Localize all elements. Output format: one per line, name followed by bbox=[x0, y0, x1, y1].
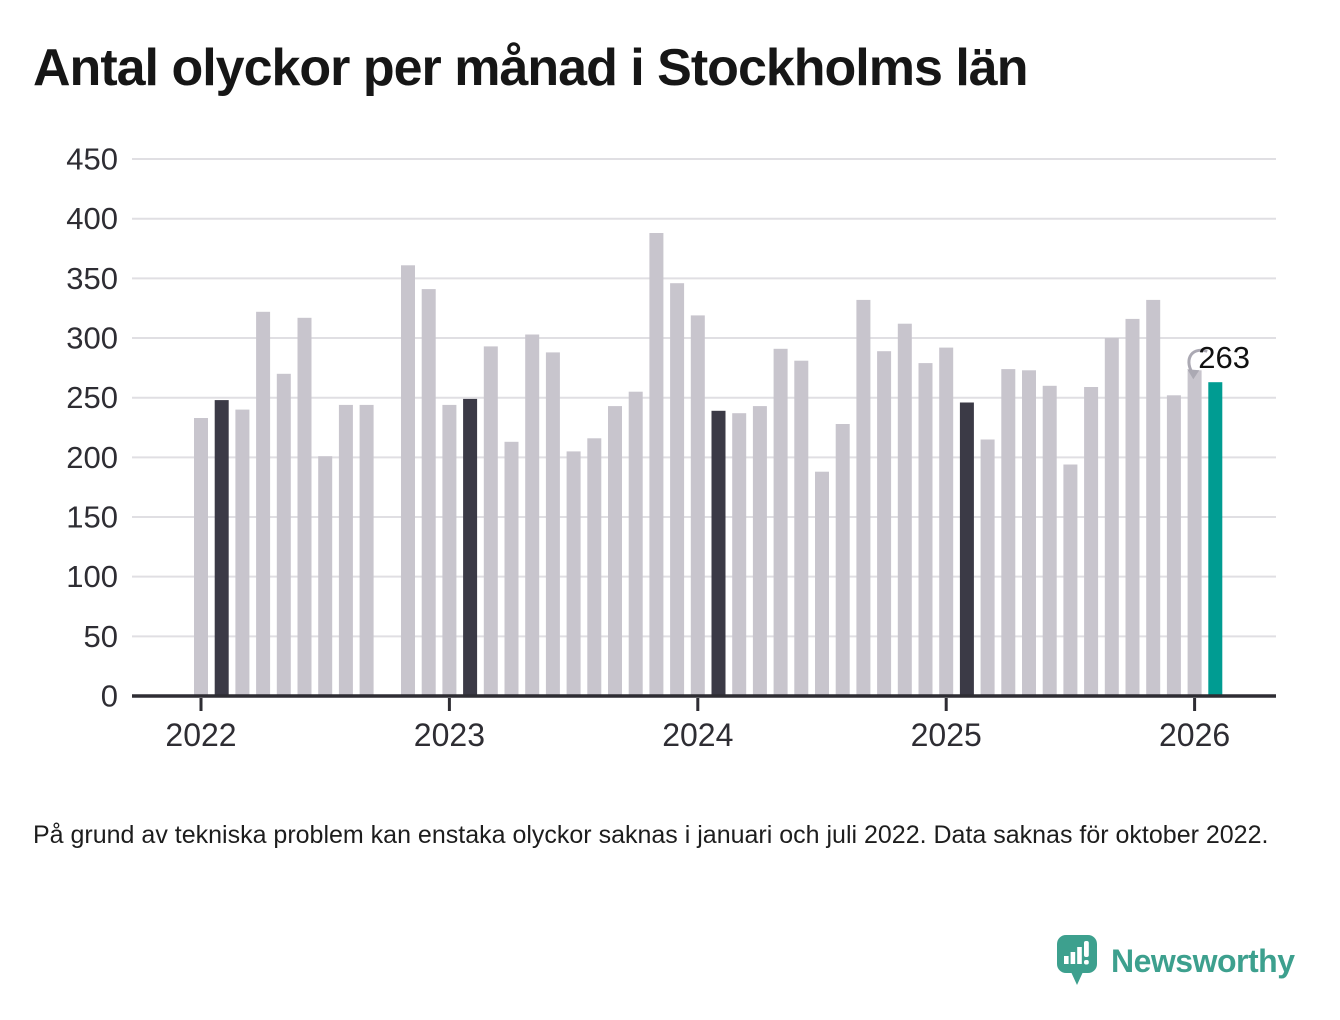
bar-2023-03 bbox=[483, 346, 498, 696]
bar-2023-10 bbox=[628, 391, 643, 696]
bar-2023-08 bbox=[587, 438, 602, 696]
bar-2024-01 bbox=[690, 315, 705, 696]
bar-2025-10 bbox=[1125, 318, 1140, 696]
bar-2025-03 bbox=[980, 439, 995, 696]
bar-2024-11 bbox=[897, 323, 912, 696]
bar-2026-01 bbox=[1187, 370, 1202, 696]
bar-2023-09 bbox=[608, 406, 622, 696]
y-axis-label-0: 0 bbox=[101, 679, 118, 714]
bar-2022-09 bbox=[359, 404, 374, 696]
brand-name: Newsworthy bbox=[1111, 942, 1295, 979]
bar-2023-04 bbox=[504, 441, 519, 696]
bar-2025-04 bbox=[1001, 369, 1016, 696]
y-axis-label-300: 300 bbox=[66, 321, 118, 356]
bar-2022-01 bbox=[194, 418, 208, 696]
bar-2025-08 bbox=[1084, 387, 1099, 696]
bar-2024-08 bbox=[835, 424, 850, 696]
annotation-arrowhead-icon bbox=[1187, 369, 1200, 380]
y-axis-label-150: 150 bbox=[66, 500, 118, 535]
bar-2025-11 bbox=[1146, 299, 1161, 696]
bar-2022-06 bbox=[297, 317, 312, 696]
brand-logo: Newsworthy bbox=[1056, 934, 1295, 988]
bar-2024-07 bbox=[815, 471, 829, 696]
bar-2022-03 bbox=[235, 409, 250, 696]
x-axis-label-2025: 2025 bbox=[911, 717, 982, 753]
bar-2025-02 bbox=[959, 402, 974, 696]
bar-2022-07 bbox=[318, 456, 333, 696]
bar-2023-01 bbox=[442, 404, 457, 696]
bar-2025-12 bbox=[1166, 395, 1181, 696]
bar-2023-11 bbox=[649, 233, 664, 696]
bar-2023-02 bbox=[463, 398, 478, 696]
bar-2022-12 bbox=[421, 289, 436, 696]
bar-2025-05 bbox=[1022, 370, 1036, 696]
bar-2024-03 bbox=[732, 413, 747, 696]
bar-2023-12 bbox=[670, 283, 685, 696]
logo-bar-small bbox=[1064, 956, 1069, 964]
speech-bubble-shape bbox=[1057, 935, 1097, 985]
bar-2024-06 bbox=[794, 360, 809, 696]
logo-exclamation-bar bbox=[1084, 941, 1089, 957]
bar-2024-09 bbox=[856, 299, 871, 696]
bar-2024-04 bbox=[752, 406, 767, 696]
y-axis-label-400: 400 bbox=[66, 201, 118, 236]
current-value-label: 263 bbox=[1198, 340, 1250, 375]
page-title: Antal olyckor per månad i Stockholms län bbox=[33, 39, 1028, 97]
bar-2024-05 bbox=[773, 348, 788, 696]
bar-2022-08 bbox=[338, 404, 353, 696]
bar-2025-01 bbox=[939, 347, 954, 696]
bar-2024-12 bbox=[918, 363, 933, 696]
bar-2022-02 bbox=[214, 400, 229, 696]
bar-2025-06 bbox=[1042, 385, 1057, 696]
bar-2024-10 bbox=[877, 351, 892, 696]
x-axis-label-2026: 2026 bbox=[1159, 717, 1230, 753]
bar-2025-07 bbox=[1063, 464, 1078, 696]
logo-bar-medium bbox=[1070, 952, 1076, 964]
y-axis-label-250: 250 bbox=[66, 380, 118, 415]
x-axis-label-2023: 2023 bbox=[414, 717, 485, 753]
bar-2023-07 bbox=[566, 451, 581, 696]
x-axis-label-2022: 2022 bbox=[165, 717, 236, 753]
bar-2022-11 bbox=[401, 265, 415, 696]
bar-2022-04 bbox=[256, 311, 271, 696]
bar-2023-06 bbox=[545, 352, 560, 696]
logo-exclamation-dot bbox=[1084, 960, 1089, 965]
chart-footnote: På grund av tekniska problem kan enstaka… bbox=[33, 821, 1269, 849]
bar-2022-05 bbox=[276, 373, 291, 696]
y-axis-label-200: 200 bbox=[66, 440, 118, 475]
bar-2023-05 bbox=[525, 334, 540, 696]
logo-bar-large bbox=[1077, 947, 1082, 964]
y-axis-label-450: 450 bbox=[66, 142, 118, 177]
bar-2025-09 bbox=[1104, 338, 1119, 696]
bar-2024-02 bbox=[711, 410, 726, 696]
x-axis-label-2024: 2024 bbox=[662, 717, 733, 753]
y-axis-label-100: 100 bbox=[66, 559, 118, 594]
bar-2026-02 bbox=[1208, 382, 1223, 696]
newsworthy-logo-icon bbox=[1057, 935, 1097, 985]
y-axis-label-50: 50 bbox=[84, 619, 118, 654]
y-axis-label-350: 350 bbox=[66, 261, 118, 296]
